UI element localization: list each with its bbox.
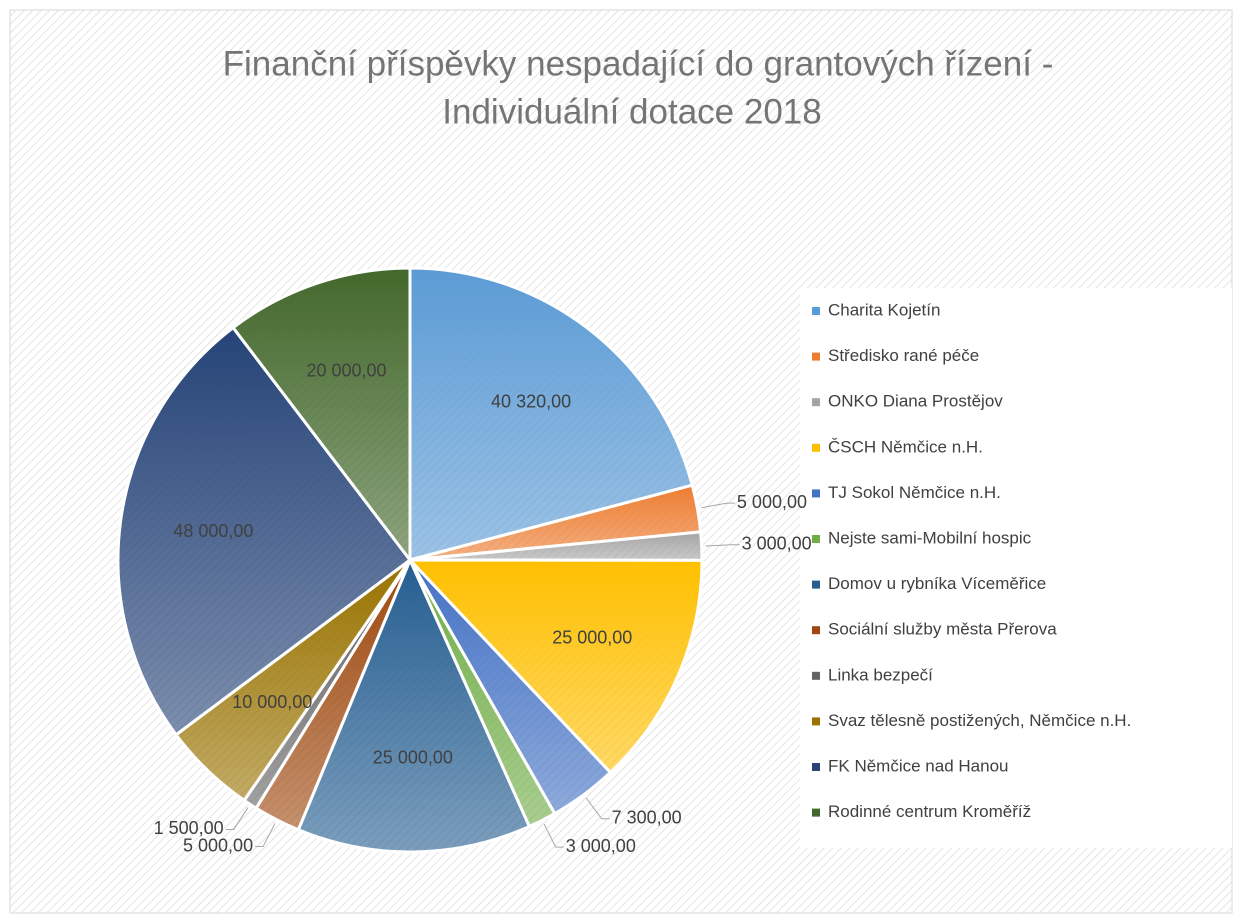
data-label: 7 300,00 xyxy=(612,808,682,828)
leader-line xyxy=(543,823,564,848)
leader-line xyxy=(705,544,740,547)
pie-slice xyxy=(116,325,413,737)
legend-label: ČSCH Němčice n.H. xyxy=(828,437,983,456)
legend-marker xyxy=(812,808,820,817)
legend-label: ONKO Diana Prostějov xyxy=(828,392,1003,411)
data-label: 10 000,00 xyxy=(232,692,312,712)
data-label: 20 000,00 xyxy=(306,361,386,381)
chart-title: Finanční příspěvky nespadající do granto… xyxy=(223,44,1054,83)
data-label: 1 500,00 xyxy=(154,818,224,838)
data-label: 25 000,00 xyxy=(373,747,453,767)
legend-marker xyxy=(812,763,820,771)
legend-marker xyxy=(812,443,820,452)
legend-marker xyxy=(812,626,820,635)
pie-slice xyxy=(231,266,412,565)
legend-label: Charita Kojetín xyxy=(828,300,940,319)
data-label: 5 000,00 xyxy=(183,835,253,855)
data-label: 48 000,00 xyxy=(173,521,253,541)
legend-label: Linka bezpečí xyxy=(828,665,933,684)
legend-marker xyxy=(812,307,820,315)
legend-label: Nejste sami-Mobilní hospic xyxy=(828,528,1032,547)
legend-box xyxy=(800,288,1232,848)
data-label: 5 000,00 xyxy=(737,492,807,512)
data-label: 25 000,00 xyxy=(552,628,632,648)
legend-marker xyxy=(812,352,820,361)
leader-line xyxy=(701,502,735,509)
legend-label: FK Němčice nad Hanou xyxy=(828,756,1008,775)
legend-label: Svaz tělesně postižených, Němčice n.H. xyxy=(828,711,1131,730)
pie-slice xyxy=(408,266,695,562)
data-label: 3 000,00 xyxy=(742,533,812,553)
pie-slice xyxy=(296,556,532,854)
legend-marker xyxy=(812,535,820,543)
legend-marker xyxy=(812,489,820,498)
legend-marker xyxy=(812,398,820,407)
data-label: 40 320,00 xyxy=(491,391,571,411)
legend-label: Rodinné centrum Kroměříž xyxy=(828,802,1031,821)
legend-marker xyxy=(812,671,820,680)
chart-title: Individuální dotace 2018 xyxy=(442,92,821,131)
legend-marker xyxy=(812,580,820,589)
legend-label: TJ Sokol Němčice n.H. xyxy=(828,483,1001,502)
data-label: 3 000,00 xyxy=(566,836,636,856)
legend-label: Domov u rybníka Víceměřice xyxy=(828,574,1046,593)
legend-marker xyxy=(812,717,820,726)
legend-label: Sociální služby města Přerova xyxy=(828,620,1057,639)
leader-line xyxy=(225,807,249,830)
leader-line xyxy=(585,797,610,820)
pie-slice xyxy=(406,558,704,775)
leader-line xyxy=(255,823,276,848)
legend-label: Středisko rané péče xyxy=(828,346,979,365)
